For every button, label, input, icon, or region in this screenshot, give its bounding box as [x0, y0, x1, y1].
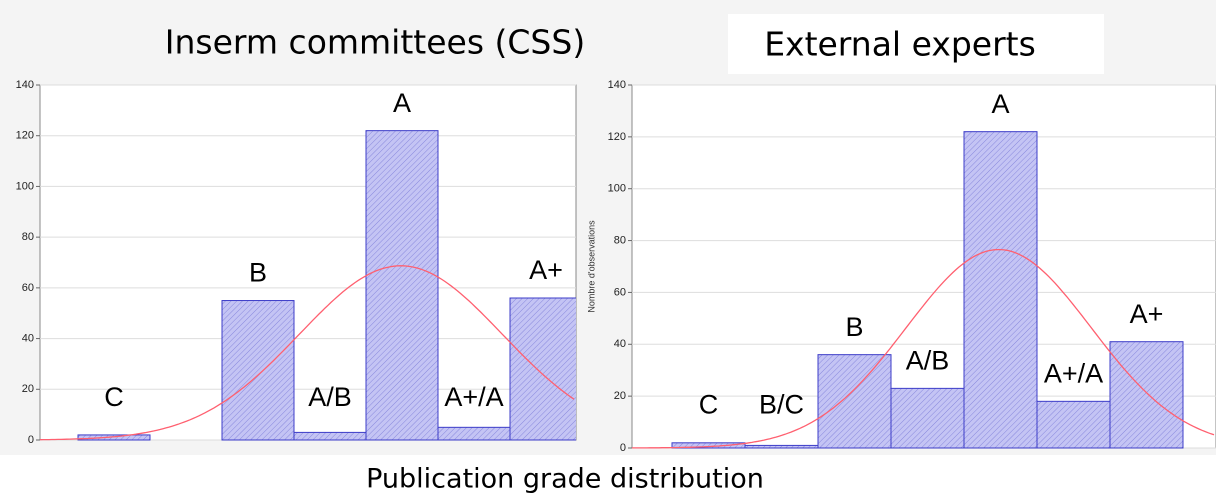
bar	[1036, 400, 1111, 449]
bar	[293, 431, 367, 441]
y-tick-label: 100	[608, 183, 626, 195]
y-tick-label: 100	[16, 180, 34, 192]
bar-category-label: A	[991, 89, 1009, 119]
y-tick-label: 40	[22, 332, 34, 344]
y-tick-label: 120	[608, 131, 626, 143]
fit-curve	[632, 248, 1215, 449]
bar	[963, 131, 1038, 449]
bar-category-label: A+/A	[444, 382, 503, 412]
y-tick-label: 40	[614, 338, 626, 350]
y-tick-label: 80	[22, 231, 34, 243]
bar-category-label: C	[699, 390, 719, 420]
y-tick-label: 60	[614, 286, 626, 298]
bar-category-label: A	[393, 88, 411, 118]
chart-title: External experts	[764, 25, 1036, 64]
y-tick-label: 20	[22, 383, 34, 395]
bar	[509, 297, 576, 441]
y-tick-label: 140	[608, 79, 626, 91]
fit-curve	[40, 265, 575, 441]
y-tick-label: 20	[614, 390, 626, 402]
y-tick-label: 140	[16, 79, 34, 91]
bar-category-label: A+	[529, 255, 563, 285]
bar	[817, 354, 892, 449]
footer-band	[0, 455, 1216, 497]
bar	[77, 434, 151, 441]
chart: Inserm committees (CSS) 0 20 40 60 80 100 120 14…	[16, 23, 586, 446]
bars: C B/C B A/B A A+/A A+	[632, 89, 1215, 449]
bar-category-label: A/B	[308, 382, 352, 412]
bar	[1109, 341, 1184, 449]
bar-category-label: B/C	[759, 390, 804, 420]
bar	[365, 130, 439, 441]
bar	[437, 426, 511, 441]
bar	[221, 300, 295, 441]
plot-area	[39, 84, 577, 441]
title-box	[728, 14, 1104, 74]
bar-category-label: A+	[1130, 299, 1164, 329]
y-tick-label: 120	[16, 130, 34, 142]
bar-category-label: A+/A	[1044, 358, 1103, 388]
bar-category-label: A/B	[906, 345, 950, 375]
y-tick-label: 0	[620, 442, 626, 454]
bar-category-label: B	[845, 312, 863, 342]
bars: C B A/B A A+/A A+	[40, 88, 576, 441]
chart: External experts Nombre d'observations 0 20…	[586, 25, 1216, 454]
bar	[744, 444, 819, 449]
chart-title: Inserm committees (CSS)	[165, 23, 585, 62]
footer-title: Publication grade distribution	[366, 464, 764, 495]
y-tick-label: 80	[614, 234, 626, 246]
bar	[890, 387, 965, 449]
y-axis-label: Nombre d'observations	[586, 220, 596, 313]
bar-category-label: C	[104, 382, 124, 412]
y-tick-label: 0	[28, 434, 34, 446]
y-tick-label: 60	[22, 282, 34, 294]
bar-category-label: B	[249, 258, 267, 288]
